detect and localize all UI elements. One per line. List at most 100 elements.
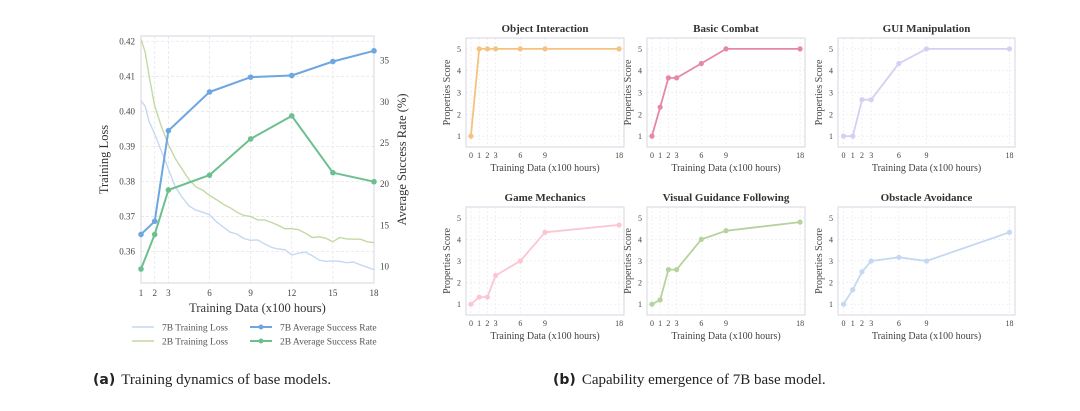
x-axis-label: Training Data (x100 hours) (189, 301, 326, 315)
y-tick-label: 5 (457, 45, 461, 54)
plot-frame (646, 206, 806, 316)
data-point (657, 297, 663, 303)
y-tick-label: 4 (829, 235, 833, 244)
x-tick-label: 3 (869, 151, 873, 160)
y-tick-label: 4 (829, 67, 833, 76)
y-tick-label: 5 (638, 214, 642, 223)
legend-item: 7B Training Loss (132, 324, 228, 334)
x-tick-label: 6 (897, 319, 901, 328)
y-tick-label: 1 (638, 300, 642, 309)
data-point (674, 75, 680, 81)
data-point (542, 46, 548, 52)
x-tick-label: 9 (925, 151, 929, 160)
panel-title: Object Interaction (501, 23, 588, 35)
data-point (151, 218, 158, 225)
plot-frame (465, 37, 625, 148)
x-tick-label: 0 (469, 151, 473, 160)
data-point (247, 136, 254, 142)
y2-tick-label: 30 (380, 97, 390, 107)
data-point (649, 301, 655, 307)
data-point (896, 60, 902, 67)
data-point (657, 104, 663, 110)
y2-tick-label: 15 (380, 220, 390, 230)
x-tick-label: 1 (851, 319, 855, 328)
y2-tick-label: 20 (380, 179, 390, 189)
x-axis-label: Training Data (x100 hours) (490, 163, 599, 174)
data-point (371, 178, 377, 185)
legend-marker (258, 338, 264, 344)
x-tick-label: 1 (477, 151, 481, 160)
y-axis-label: Training Loss (97, 125, 111, 194)
data-point (206, 89, 213, 95)
legend-label: 2B Average Success Rate (280, 338, 377, 348)
x-tick-label: 18 (370, 288, 380, 298)
x-tick-label: 1 (658, 151, 662, 160)
y-tick-label: 5 (829, 214, 833, 223)
data-point (896, 254, 902, 260)
data-point (330, 169, 336, 176)
x-tick-label: 6 (897, 151, 901, 160)
y-tick-label: 3 (457, 257, 461, 266)
x-tick-label: 2 (485, 319, 489, 328)
data-point (850, 287, 856, 293)
data-point (165, 187, 172, 193)
data-point (288, 72, 295, 79)
x-axis-label: Training Data (x100 hours) (872, 163, 981, 174)
x-tick-label: 6 (207, 288, 212, 298)
series-line (140, 114, 375, 270)
y2-tick-label: 35 (380, 56, 390, 66)
x-tick-label: 3 (166, 288, 171, 298)
x-tick-label: 1 (851, 151, 855, 160)
caption-a: (a) Training dynamics of base models. (93, 372, 331, 389)
y-tick-label: 1 (829, 132, 833, 141)
series-7b-average-success-rate (138, 48, 377, 238)
x-tick-label: 9 (724, 151, 728, 160)
x-tick-label: 18 (615, 319, 623, 328)
data-point (665, 75, 671, 81)
plot-frame (465, 206, 625, 316)
data-point (1006, 229, 1013, 235)
y-tick-label: 0.38 (119, 176, 135, 186)
data-point (484, 46, 490, 52)
panel-title: Obstacle Avoidance (881, 192, 973, 204)
data-point (698, 236, 704, 242)
data-point (868, 97, 874, 103)
y-tick-label: 2 (829, 110, 833, 119)
legend-item: 2B Training Loss (132, 338, 228, 348)
y-tick-label: 4 (638, 235, 642, 244)
data-point (138, 266, 144, 272)
legend-label: 2B Training Loss (162, 338, 228, 348)
y-tick-label: 4 (638, 67, 642, 76)
data-point (371, 48, 377, 54)
y-tick-label: 2 (638, 110, 642, 119)
y-tick-label: 3 (457, 89, 461, 98)
x-tick-label: 2 (666, 319, 670, 328)
caption-b-text: Capability emergence of 7B base model. (581, 372, 826, 388)
x-tick-label: 0 (650, 151, 654, 160)
y-tick-label: 0.39 (119, 141, 135, 151)
x-tick-label: 9 (724, 319, 728, 328)
data-point (797, 219, 803, 225)
caption-b-label: (b) (553, 372, 576, 388)
x-tick-label: 0 (842, 319, 846, 328)
x-axis-label: Training Data (x100 hours) (490, 331, 599, 342)
data-point (468, 133, 474, 139)
data-point (288, 113, 295, 119)
x-tick-label: 18 (796, 319, 804, 328)
x-tick-label: 1 (658, 319, 662, 328)
y-tick-label: 1 (638, 132, 642, 141)
x-tick-label: 0 (650, 319, 654, 328)
caption-b: (b) Capability emergence of 7B base model… (553, 372, 826, 389)
data-point (468, 301, 474, 307)
x-tick-label: 18 (1005, 151, 1013, 160)
data-point (797, 46, 803, 52)
y2-tick-label: 25 (380, 138, 390, 148)
x-tick-label: 2 (485, 151, 489, 160)
data-point (698, 60, 704, 67)
x-tick-label: 3 (494, 319, 498, 328)
data-point (923, 258, 930, 264)
